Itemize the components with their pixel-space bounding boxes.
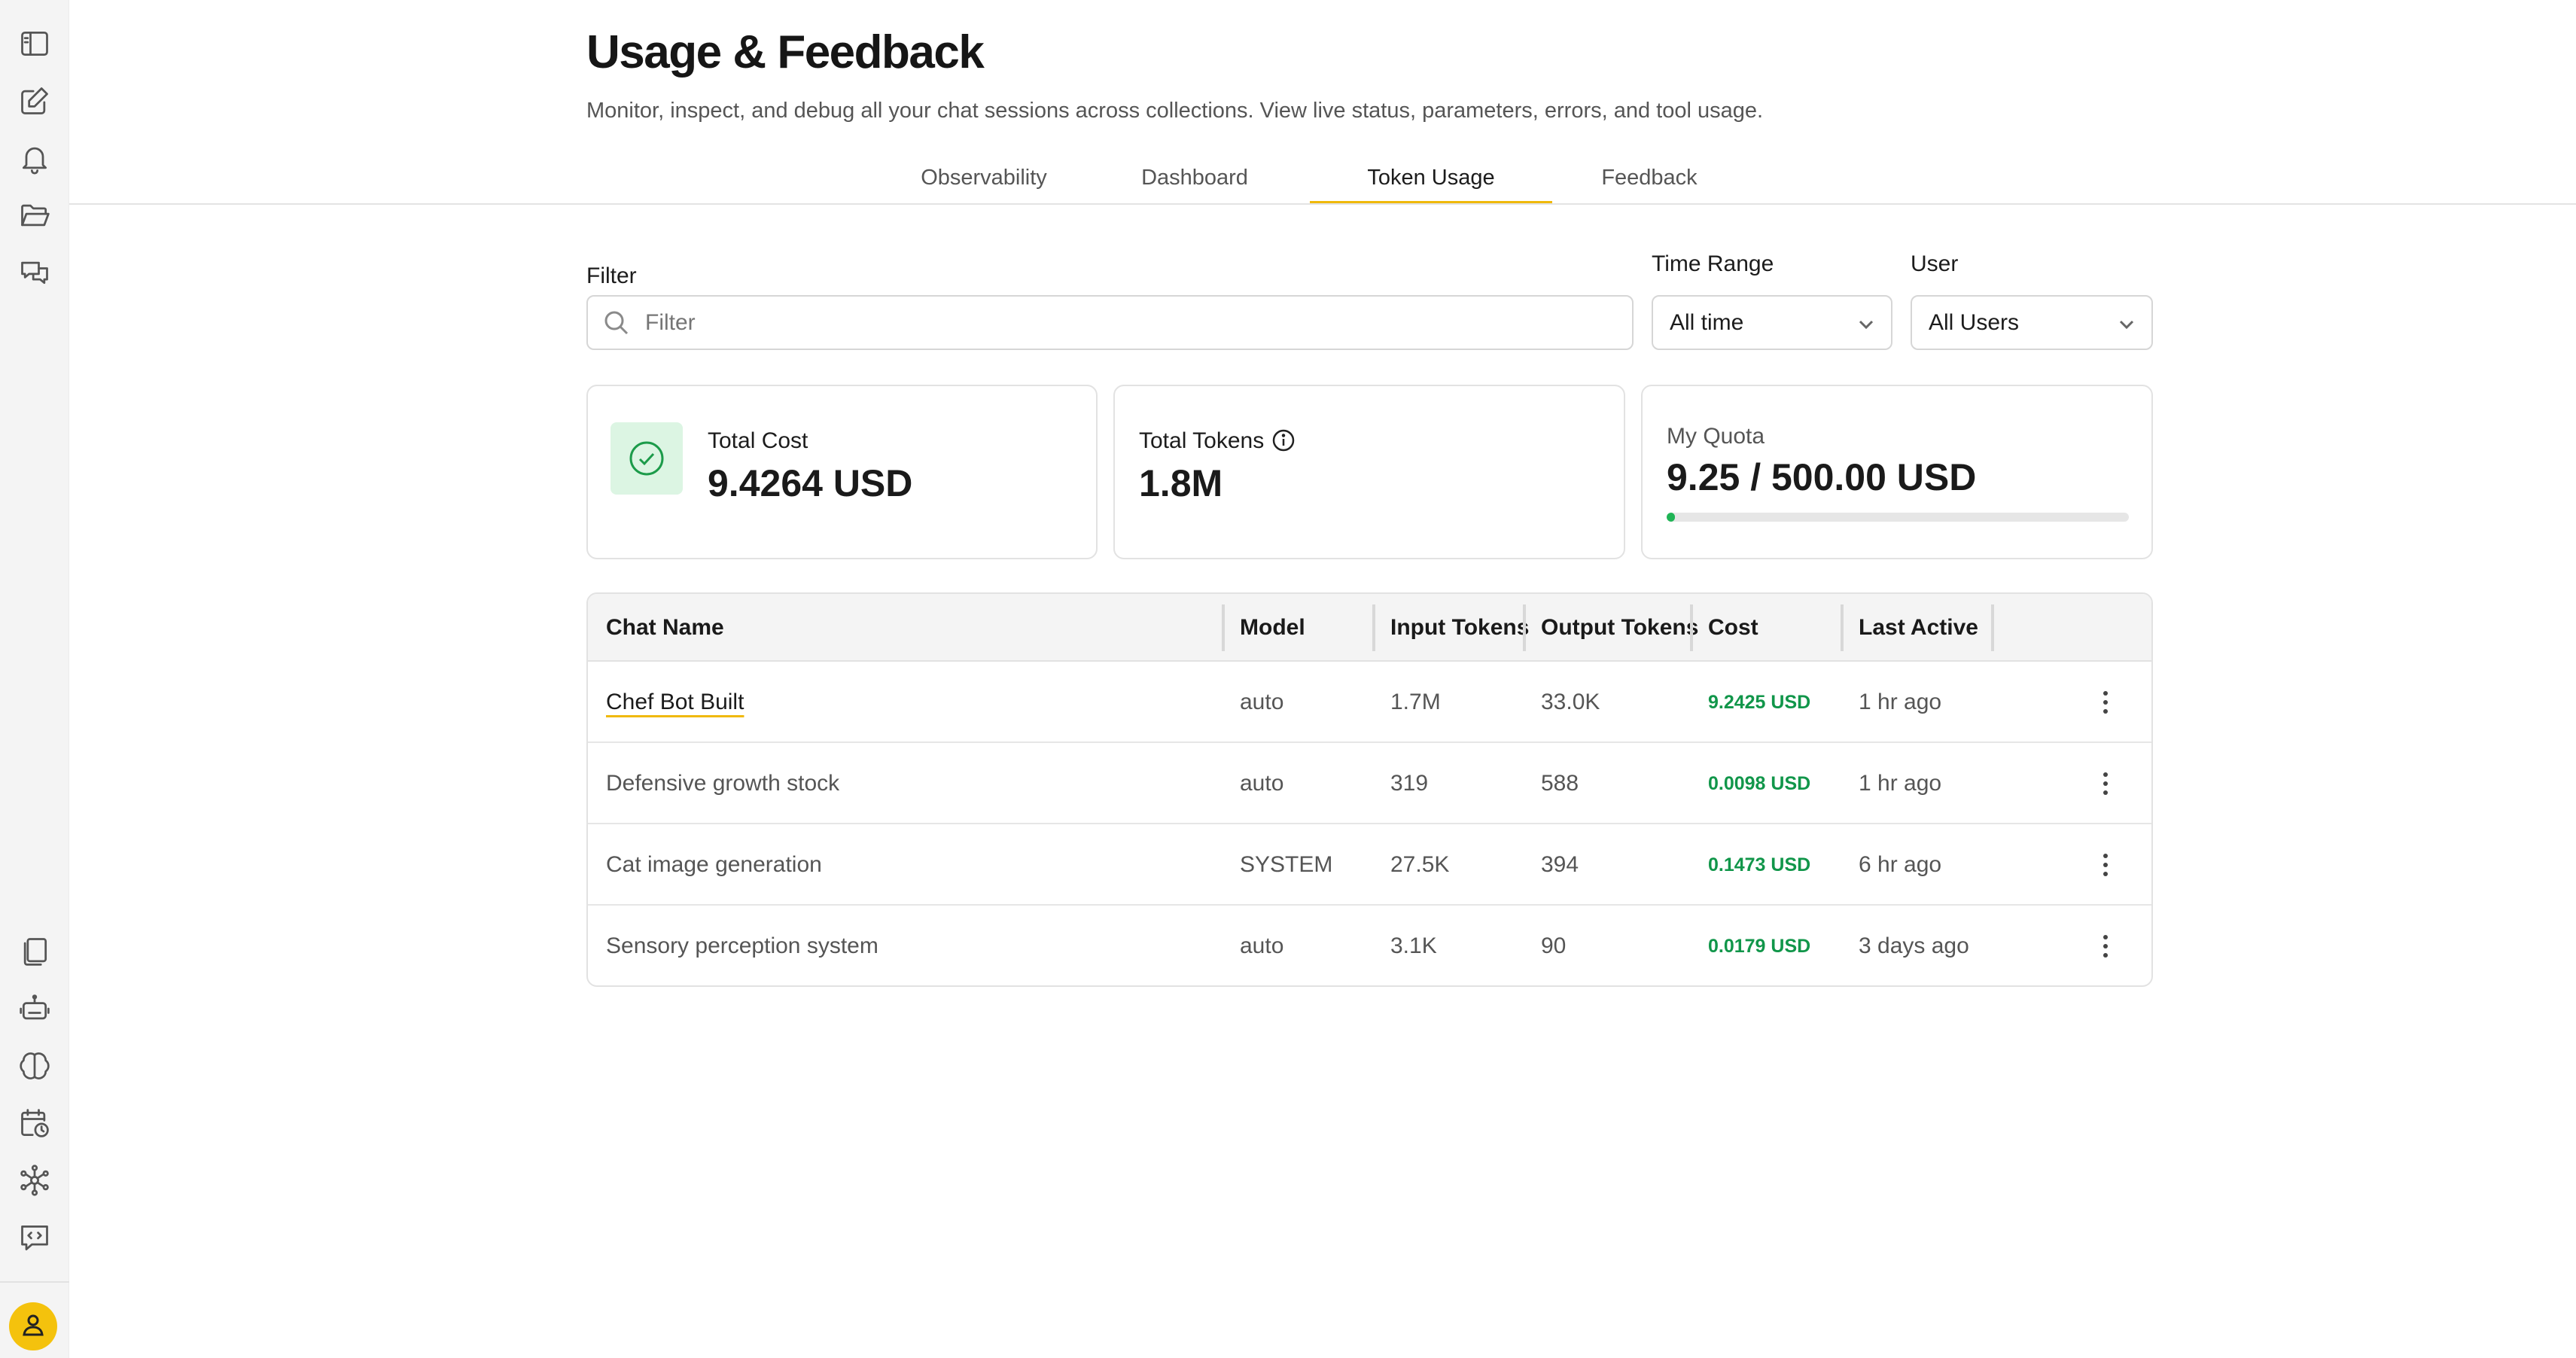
- chat-name-link[interactable]: Chef Bot Built: [606, 690, 744, 714]
- cost-cell: 0.1473 USD: [1708, 854, 1811, 875]
- total-cost-label: Total Cost: [708, 428, 808, 453]
- col-input-tokens[interactable]: Input Tokens: [1390, 615, 1530, 640]
- network-icon[interactable]: [17, 1162, 53, 1198]
- sidebar-divider: [0, 1281, 69, 1283]
- tab-token-usage[interactable]: Token Usage: [1310, 151, 1552, 205]
- column-resize-handle[interactable]: [1690, 604, 1693, 651]
- check-circle-icon: [611, 422, 683, 495]
- table-row[interactable]: Defensive growth stock auto 319 588 0.00…: [588, 743, 2151, 824]
- page-subtitle: Monitor, inspect, and debug all your cha…: [586, 99, 1764, 123]
- last-active-cell: 3 days ago: [1859, 933, 1969, 958]
- user-label: User: [1911, 251, 1959, 276]
- col-cost[interactable]: Cost: [1708, 615, 1758, 640]
- column-resize-handle[interactable]: [1991, 604, 1994, 651]
- chat-name-link[interactable]: Defensive growth stock: [606, 771, 840, 796]
- more-options-icon[interactable]: [2090, 662, 2121, 743]
- tab-feedback[interactable]: Feedback: [1601, 165, 1698, 190]
- total-tokens-value: 1.8M: [1139, 462, 1223, 504]
- column-resize-handle[interactable]: [1841, 604, 1844, 651]
- more-options-icon[interactable]: [2090, 824, 2121, 906]
- info-icon[interactable]: [1271, 428, 1296, 452]
- column-resize-handle[interactable]: [1523, 604, 1526, 651]
- documents-icon[interactable]: [17, 933, 53, 970]
- folder-open-icon[interactable]: [17, 197, 53, 233]
- col-chat-name[interactable]: Chat Name: [606, 615, 724, 640]
- bell-icon[interactable]: [17, 140, 53, 176]
- search-icon: [602, 309, 631, 337]
- cost-cell: 0.0179 USD: [1708, 935, 1811, 957]
- model-cell: auto: [1240, 933, 1284, 958]
- more-options-icon[interactable]: [2090, 906, 2121, 985]
- cost-cell: 9.2425 USD: [1708, 691, 1811, 713]
- sidebar: [0, 0, 69, 1358]
- input-tokens-cell: 319: [1390, 771, 1429, 796]
- total-cost-card: Total Cost 9.4264 USD: [586, 385, 1098, 559]
- avatar[interactable]: [9, 1302, 57, 1350]
- user-icon: [20, 1312, 46, 1341]
- model-cell: SYSTEM: [1240, 852, 1333, 877]
- output-tokens-cell: 394: [1541, 852, 1579, 877]
- table-header: Chat Name Model Input Tokens Output Toke…: [588, 594, 2151, 662]
- filter-label: Filter: [586, 263, 637, 288]
- last-active-cell: 1 hr ago: [1859, 690, 1942, 714]
- col-output-tokens[interactable]: Output Tokens: [1541, 615, 1699, 640]
- quota-progress-bar: [1667, 513, 2129, 522]
- user-select[interactable]: All Users: [1911, 295, 2153, 350]
- page-title: Usage & Feedback: [586, 26, 985, 78]
- output-tokens-cell: 588: [1541, 771, 1579, 796]
- cost-cell: 0.0098 USD: [1708, 772, 1811, 794]
- chat-name-link[interactable]: Cat image generation: [606, 852, 822, 877]
- tab-bar: Observability Dashboard Token Usage Feed…: [888, 151, 1746, 205]
- last-active-cell: 1 hr ago: [1859, 771, 1942, 796]
- total-tokens-card: Total Tokens 1.8M: [1113, 385, 1625, 559]
- sidebar-toggle-icon[interactable]: [17, 26, 53, 62]
- model-cell: auto: [1240, 771, 1284, 796]
- quota-card: My Quota 9.25 / 500.00 USD: [1641, 385, 2153, 559]
- table-row[interactable]: Cat image generation SYSTEM 27.5K 394 0.…: [588, 824, 2151, 906]
- table-row[interactable]: Chef Bot Built auto 1.7M 33.0K 9.2425 US…: [588, 662, 2151, 743]
- robot-icon[interactable]: [17, 991, 53, 1027]
- tab-dashboard[interactable]: Dashboard: [1141, 165, 1248, 190]
- chat-bubbles-icon[interactable]: [17, 254, 53, 291]
- col-model[interactable]: Model: [1240, 615, 1305, 640]
- quota-value: 9.25 / 500.00 USD: [1667, 456, 1977, 498]
- quota-progress-fill: [1667, 513, 1676, 522]
- time-range-select[interactable]: All time: [1652, 295, 1892, 350]
- total-tokens-label-wrap: Total Tokens: [1139, 428, 1296, 454]
- time-range-value: All time: [1670, 309, 1744, 335]
- user-value: All Users: [1929, 309, 2020, 335]
- output-tokens-cell: 33.0K: [1541, 690, 1600, 714]
- usage-table: Chat Name Model Input Tokens Output Toke…: [586, 592, 2153, 987]
- brain-icon[interactable]: [17, 1048, 53, 1084]
- chevron-down-icon: [1856, 315, 1876, 334]
- column-resize-handle[interactable]: [1372, 604, 1375, 651]
- time-range-label: Time Range: [1652, 251, 1774, 276]
- tabs-divider: [69, 203, 2576, 205]
- quota-label: My Quota: [1667, 424, 1765, 449]
- total-tokens-label: Total Tokens: [1139, 428, 1265, 453]
- chat-name-link[interactable]: Sensory perception system: [606, 933, 878, 958]
- chevron-down-icon: [2117, 315, 2136, 334]
- model-cell: auto: [1240, 690, 1284, 714]
- edit-icon[interactable]: [17, 83, 53, 119]
- more-options-icon[interactable]: [2090, 743, 2121, 824]
- last-active-cell: 6 hr ago: [1859, 852, 1942, 877]
- filter-input[interactable]: [586, 295, 1634, 350]
- calendar-clock-icon[interactable]: [17, 1105, 53, 1141]
- col-last-active[interactable]: Last Active: [1859, 615, 1978, 640]
- output-tokens-cell: 90: [1541, 933, 1567, 958]
- code-chat-icon[interactable]: [17, 1219, 53, 1256]
- input-tokens-cell: 3.1K: [1390, 933, 1437, 958]
- tab-observability[interactable]: Observability: [921, 165, 1047, 190]
- input-tokens-cell: 1.7M: [1390, 690, 1441, 714]
- input-tokens-cell: 27.5K: [1390, 852, 1450, 877]
- table-row[interactable]: Sensory perception system auto 3.1K 90 0…: [588, 906, 2151, 985]
- total-cost-value: 9.4264 USD: [708, 462, 913, 504]
- column-resize-handle[interactable]: [1222, 604, 1225, 651]
